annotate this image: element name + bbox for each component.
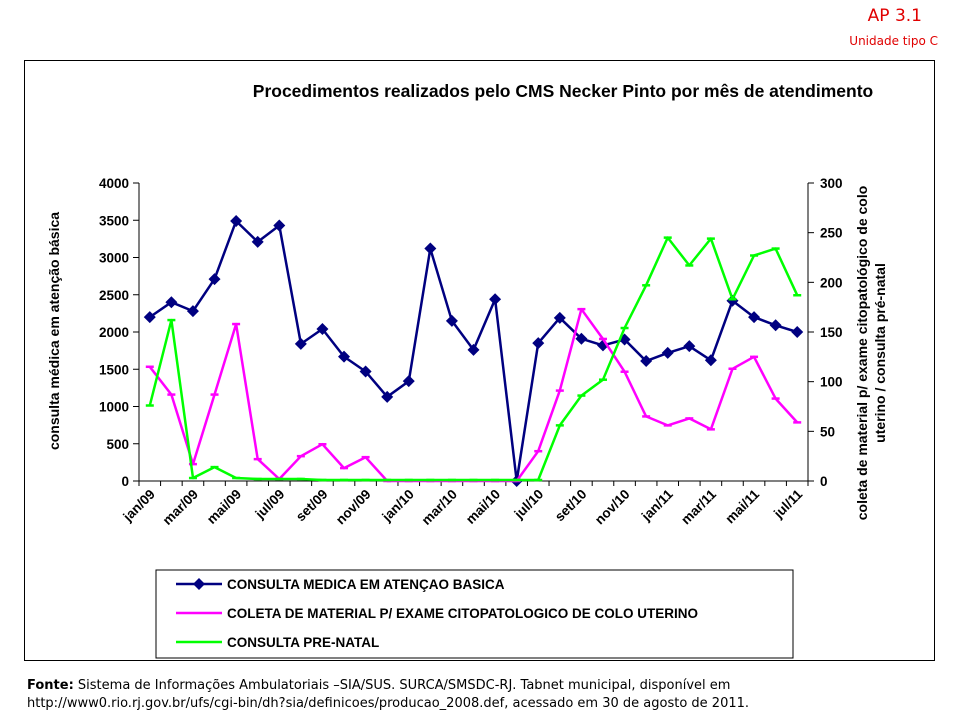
series-1-point [338, 350, 351, 363]
x-tick-label: nov/10 [592, 487, 633, 528]
series-1-point [791, 326, 804, 338]
series-1-point [661, 346, 674, 359]
x-tick-label: mar/09 [160, 487, 201, 528]
y-tick-label: 4000 [99, 176, 129, 191]
region-title: AP 3.1 [867, 6, 922, 26]
y-tick-label: 500 [106, 437, 129, 452]
y-tick-label: 3000 [99, 251, 129, 266]
x-tick-label: mai/11 [722, 486, 762, 526]
x-tick-label: nov/09 [333, 487, 374, 528]
y-tick-label: 2500 [99, 288, 129, 303]
series-1-point [424, 242, 437, 255]
series-1-point [251, 235, 264, 248]
series-1-point [726, 294, 739, 307]
legend-box [155, 569, 794, 659]
series-1-point [489, 293, 502, 306]
series-1-point [273, 219, 286, 232]
series-1-point [640, 355, 653, 368]
series-line-2 [148, 307, 799, 483]
x-tick-label: mai/10 [463, 487, 503, 527]
x-tick-label: jul/10 [511, 487, 547, 523]
series-1-point [532, 337, 545, 350]
series-1-point [359, 365, 372, 378]
series-1-point [381, 390, 394, 403]
legend-label-1: CONSULTA MEDICA EM ATENÇAO BASICA [227, 577, 505, 592]
y2-tick-label: 50 [820, 424, 835, 439]
y2-tick-label: 200 [820, 275, 843, 290]
series-1-point [316, 323, 329, 336]
series-1-point [467, 343, 480, 356]
y-tick-label: 0 [121, 474, 129, 489]
series-1-point [553, 311, 566, 324]
line-chart: Procedimentos realizados pelo CMS Necker… [46, 81, 888, 659]
y2-axis-label-line1: coleta de material p/ exame citopatológi… [854, 186, 870, 521]
y2-tick-label: 300 [820, 176, 843, 191]
x-tick-label: jan/10 [378, 487, 416, 525]
source-text-line2: http://www0.rio.rj.gov.br/ufs/cgi-bin/dh… [27, 696, 750, 711]
x-tick-label: jul/11 [770, 486, 806, 522]
x-tick-label: mai/09 [204, 487, 244, 527]
x-tick-label: mar/10 [419, 487, 460, 528]
series-1-point [748, 311, 761, 324]
series-1-point [230, 214, 243, 227]
y2-tick-label: 100 [820, 375, 843, 390]
y2-tick-label: 0 [820, 474, 828, 489]
legend-marker-1 [193, 578, 205, 590]
y-axis-label: consulta médica em atenção básica [46, 212, 62, 450]
source-text-line1: Sistema de Informações Ambulatoriais –SI… [77, 678, 731, 693]
y2-tick-label: 150 [820, 325, 843, 340]
series-1-point [445, 314, 458, 327]
x-tick-label: jul/09 [252, 487, 288, 523]
y-tick-label: 1000 [99, 400, 129, 415]
series-line-3 [148, 236, 799, 482]
series-1-point [769, 319, 782, 332]
y2-tick-label: 250 [820, 226, 843, 241]
series-1-point [186, 305, 199, 318]
legend-label-2: COLETA DE MATERIAL P/ EXAME CITOPATOLOGI… [227, 606, 698, 621]
source-label: Fonte: [27, 678, 74, 693]
source-note: Fonte: Sistema de Informações Ambulatori… [27, 677, 937, 713]
unit-type-label: Unidade tipo C [849, 34, 938, 48]
legend: CONSULTA MEDICA EM ATENÇAO BASICA COLETA … [155, 569, 794, 659]
y-tick-label: 1500 [99, 362, 129, 377]
x-tick-label: mar/11 [678, 486, 719, 527]
series-1-point [402, 375, 415, 388]
series-1-point [294, 337, 307, 350]
legend-label-3: CONSULTA PRE-NATAL [227, 635, 379, 650]
x-tick-label: jan/09 [120, 487, 158, 525]
series-1-point [683, 340, 696, 353]
series-1-point [165, 296, 178, 309]
x-tick-label: jan/11 [638, 486, 676, 524]
x-tick-label: set/09 [293, 487, 331, 525]
y2-axis-label-line2: uterino / consulta pré-natal [872, 263, 888, 443]
chart-title: Procedimentos realizados pelo CMS Necker… [253, 81, 873, 101]
y-tick-label: 3500 [99, 213, 129, 228]
y-tick-label: 2000 [99, 325, 129, 340]
chart-frame: Procedimentos realizados pelo CMS Necker… [24, 60, 935, 661]
series-1-point [704, 354, 717, 367]
series-1-point [208, 273, 221, 286]
series-1-point [575, 332, 588, 345]
x-tick-label: set/10 [552, 487, 590, 525]
series-1-point [143, 311, 156, 324]
